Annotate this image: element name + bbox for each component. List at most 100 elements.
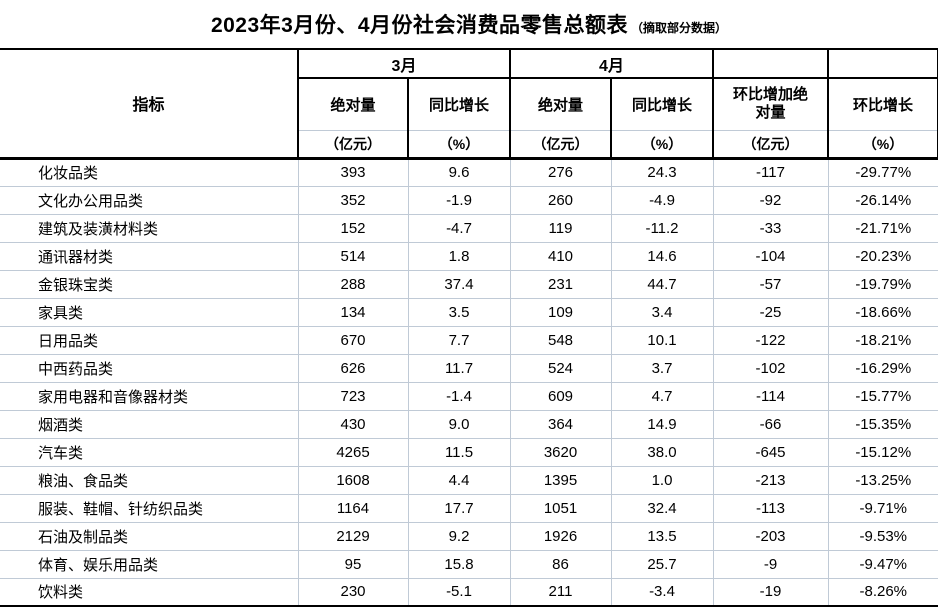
march-absolute-value: 626 bbox=[297, 353, 409, 383]
indicator-name: 家具类 bbox=[0, 297, 299, 327]
march-absolute-value: 352 bbox=[297, 185, 409, 215]
mom-growth-value: -15.12% bbox=[827, 437, 938, 467]
april-absolute-value: 231 bbox=[509, 269, 612, 299]
page-title-note: （摘取部分数据） bbox=[631, 20, 728, 35]
march-absolute-value: 95 bbox=[297, 549, 409, 579]
mom-absolute-change-value: -114 bbox=[712, 381, 829, 411]
mom-growth-value: -19.79% bbox=[827, 269, 938, 299]
mom-absolute-change-value: -203 bbox=[712, 521, 829, 551]
col-header-mom-absolute-change: 环比增加绝对量 bbox=[712, 78, 829, 131]
april-absolute-value: 364 bbox=[509, 409, 612, 439]
april-yoy-value: 14.9 bbox=[610, 409, 714, 439]
mom-growth-value: -20.23% bbox=[827, 241, 938, 271]
col-header-april-absolute: 绝对量 bbox=[509, 78, 612, 131]
col-header-april-yoy: 同比增长 bbox=[610, 78, 714, 131]
mom-growth-value: -9.47% bbox=[827, 549, 938, 579]
april-yoy-value: 14.6 bbox=[610, 241, 714, 271]
table-row: 烟酒类 430 9.0 364 14.9 -66 -15.35% bbox=[0, 409, 938, 439]
march-absolute-value: 4265 bbox=[297, 437, 409, 467]
header-row-units: （亿元） （%） （亿元） （%） （亿元） （%） bbox=[0, 130, 938, 160]
april-absolute-value: 119 bbox=[509, 213, 612, 243]
header-row-measures: 绝对量 同比增长 绝对量 同比增长 环比增加绝对量 环比增长 bbox=[0, 78, 938, 131]
mom-absolute-change-value: -113 bbox=[712, 493, 829, 523]
unit-march-absolute: （亿元） bbox=[297, 130, 409, 160]
april-yoy-value: -11.2 bbox=[610, 213, 714, 243]
april-yoy-value: 3.7 bbox=[610, 353, 714, 383]
march-absolute-value: 514 bbox=[297, 241, 409, 271]
march-yoy-value: -4.7 bbox=[407, 213, 511, 243]
april-yoy-value: 24.3 bbox=[610, 157, 714, 187]
mom-absolute-change-value: -57 bbox=[712, 269, 829, 299]
indicator-name: 文化办公用品类 bbox=[0, 185, 299, 215]
mom-absolute-change-value: -104 bbox=[712, 241, 829, 271]
indicator-name: 建筑及装潢材料类 bbox=[0, 213, 299, 243]
mom-growth-value: -13.25% bbox=[827, 465, 938, 495]
mom-growth-value: -15.35% bbox=[827, 409, 938, 439]
march-yoy-value: 15.8 bbox=[407, 549, 511, 579]
header-row-groups: 指标 3月 4月 bbox=[0, 49, 938, 160]
unit-march-yoy: （%） bbox=[407, 130, 511, 160]
indicator-name: 化妆品类 bbox=[0, 157, 299, 187]
mom-absolute-change-value: -102 bbox=[712, 353, 829, 383]
blank-header-cell-mom-abs bbox=[712, 49, 829, 79]
retail-sales-table: 指标 3月 4月 绝对量 同比增长 绝对量 同比增长 环比增加绝对量 环比增长 … bbox=[0, 48, 938, 607]
indicator-name: 通讯器材类 bbox=[0, 241, 299, 271]
mom-growth-value: -26.14% bbox=[827, 185, 938, 215]
april-absolute-value: 3620 bbox=[509, 437, 612, 467]
mom-growth-value: -16.29% bbox=[827, 353, 938, 383]
indicator-name: 石油及制品类 bbox=[0, 521, 299, 551]
mom-growth-value: -8.26% bbox=[827, 577, 938, 607]
march-yoy-value: 4.4 bbox=[407, 465, 511, 495]
april-absolute-value: 524 bbox=[509, 353, 612, 383]
indicator-name: 日用品类 bbox=[0, 325, 299, 355]
mom-growth-value: -29.77% bbox=[827, 157, 938, 187]
mom-growth-value: -21.71% bbox=[827, 213, 938, 243]
table-row: 通讯器材类 514 1.8 410 14.6 -104 -20.23% bbox=[0, 241, 938, 271]
april-yoy-value: -4.9 bbox=[610, 185, 714, 215]
group-header-april: 4月 bbox=[509, 49, 714, 79]
mom-absolute-change-value: -33 bbox=[712, 213, 829, 243]
table-row: 汽车类 4265 11.5 3620 38.0 -645 -15.12% bbox=[0, 437, 938, 467]
april-absolute-value: 548 bbox=[509, 325, 612, 355]
april-yoy-value: 32.4 bbox=[610, 493, 714, 523]
april-yoy-value: 3.4 bbox=[610, 297, 714, 327]
page-title-main: 2023年3月份、4月份社会消费品零售总额表 bbox=[210, 14, 629, 37]
indicator-name: 粮油、食品类 bbox=[0, 465, 299, 495]
april-absolute-value: 260 bbox=[509, 185, 612, 215]
table-row: 日用品类 670 7.7 548 10.1 -122 -18.21% bbox=[0, 325, 938, 355]
april-yoy-value: 44.7 bbox=[610, 269, 714, 299]
table-header: 指标 3月 4月 绝对量 同比增长 绝对量 同比增长 环比增加绝对量 环比增长 … bbox=[0, 49, 938, 160]
march-absolute-value: 670 bbox=[297, 325, 409, 355]
march-yoy-value: -1.9 bbox=[407, 185, 511, 215]
mom-growth-value: -9.71% bbox=[827, 493, 938, 523]
march-yoy-value: 17.7 bbox=[407, 493, 511, 523]
blank-header-cell-mom-growth bbox=[827, 49, 938, 79]
page-title: 2023年3月份、4月份社会消费品零售总额表 （摘取部分数据） bbox=[0, 0, 938, 48]
april-absolute-value: 276 bbox=[509, 157, 612, 187]
corner-header-indicator: 指标 bbox=[0, 49, 299, 160]
april-yoy-value: 4.7 bbox=[610, 381, 714, 411]
march-yoy-value: 9.2 bbox=[407, 521, 511, 551]
march-yoy-value: 11.5 bbox=[407, 437, 511, 467]
march-absolute-value: 134 bbox=[297, 297, 409, 327]
table-row: 文化办公用品类 352 -1.9 260 -4.9 -92 -26.14% bbox=[0, 185, 938, 215]
march-yoy-value: 3.5 bbox=[407, 297, 511, 327]
table-row: 粮油、食品类 1608 4.4 1395 1.0 -213 -13.25% bbox=[0, 465, 938, 495]
april-yoy-value: 38.0 bbox=[610, 437, 714, 467]
unit-mom-absolute: （亿元） bbox=[712, 130, 829, 160]
april-yoy-value: -3.4 bbox=[610, 577, 714, 607]
mom-absolute-change-value: -66 bbox=[712, 409, 829, 439]
march-yoy-value: 9.6 bbox=[407, 157, 511, 187]
mom-absolute-change-value: -25 bbox=[712, 297, 829, 327]
unit-april-absolute: （亿元） bbox=[509, 130, 612, 160]
table-row: 建筑及装潢材料类 152 -4.7 119 -11.2 -33 -21.71% bbox=[0, 213, 938, 243]
table-row: 体育、娱乐用品类 95 15.8 86 25.7 -9 -9.47% bbox=[0, 549, 938, 579]
mom-growth-value: -18.66% bbox=[827, 297, 938, 327]
march-absolute-value: 1608 bbox=[297, 465, 409, 495]
indicator-name: 服装、鞋帽、针纺织品类 bbox=[0, 493, 299, 523]
mom-absolute-change-value: -122 bbox=[712, 325, 829, 355]
march-yoy-value: 7.7 bbox=[407, 325, 511, 355]
mom-absolute-change-value: -92 bbox=[712, 185, 829, 215]
april-yoy-value: 25.7 bbox=[610, 549, 714, 579]
